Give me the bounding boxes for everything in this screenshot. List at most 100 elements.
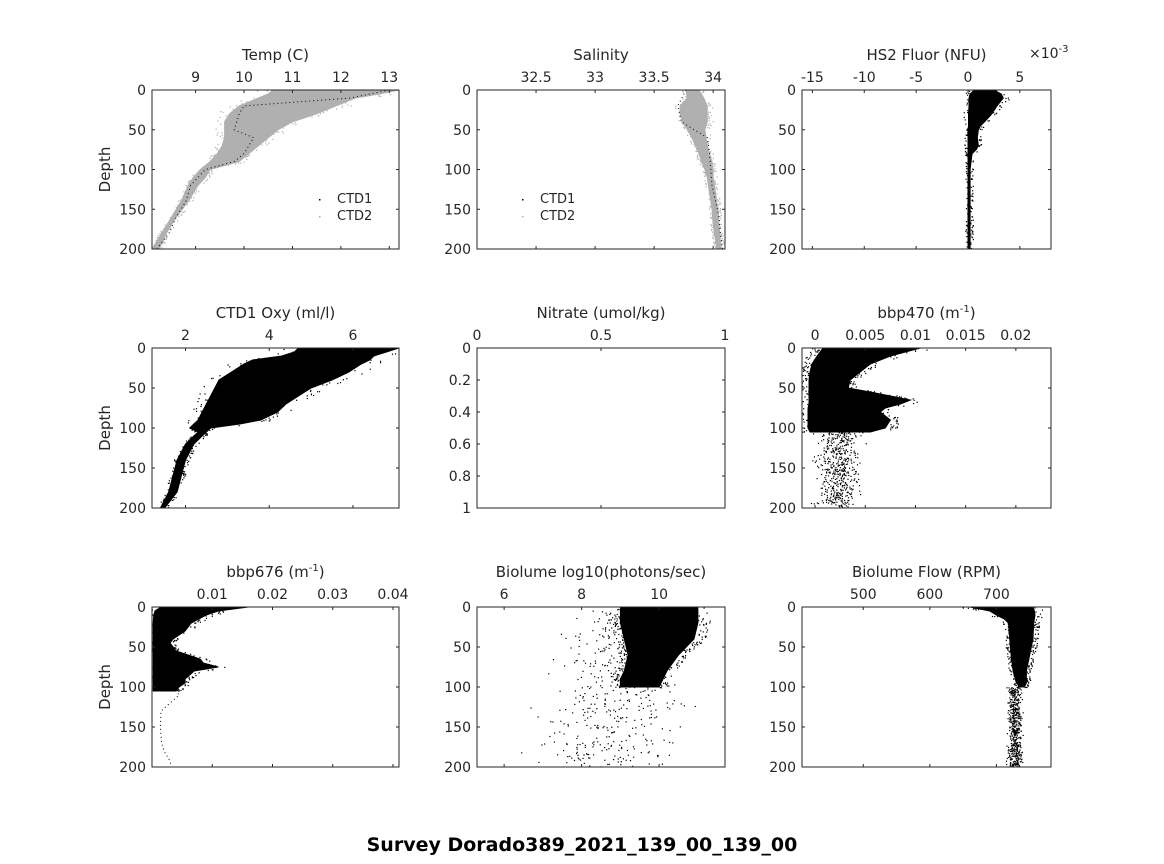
data-point — [641, 724, 643, 726]
data-point — [826, 501, 828, 503]
data-point — [965, 123, 967, 125]
data-point — [966, 155, 968, 157]
data-point — [809, 373, 811, 375]
data-point — [197, 621, 199, 623]
data-point — [676, 663, 678, 665]
data-point — [631, 671, 633, 674]
data-point — [1016, 699, 1018, 701]
data-point — [1016, 733, 1018, 735]
data-point — [1006, 644, 1008, 646]
data-point — [824, 462, 826, 464]
data-point — [1010, 694, 1012, 696]
data-point — [814, 461, 816, 463]
y-tick-label: 0 — [787, 341, 796, 357]
data-point — [700, 642, 702, 644]
data-point — [150, 621, 151, 622]
data-point — [890, 429, 892, 431]
data-point — [680, 104, 682, 106]
data-point — [897, 417, 899, 419]
data-point — [1016, 735, 1018, 737]
data-point — [610, 745, 612, 747]
data-point — [643, 620, 645, 622]
data-point — [586, 753, 588, 755]
data-point — [693, 144, 695, 146]
data-point — [1018, 723, 1020, 725]
x-tick-label: 0.03 — [317, 587, 348, 603]
data-point — [972, 169, 975, 171]
data-point — [631, 657, 633, 659]
data-point — [178, 689, 180, 691]
data-point — [1024, 686, 1026, 689]
data-point — [693, 642, 695, 644]
data-point — [717, 188, 719, 190]
data-point — [711, 217, 713, 219]
data-point — [273, 133, 275, 135]
data-point — [188, 455, 191, 457]
data-point — [1009, 759, 1011, 761]
data-point — [644, 631, 646, 633]
data-point — [712, 238, 714, 240]
data-point — [1022, 734, 1024, 736]
data-point — [559, 709, 561, 711]
data-point — [1018, 699, 1020, 701]
data-point — [890, 356, 892, 358]
data-point — [1010, 750, 1012, 753]
data-point — [180, 482, 182, 484]
data-point — [822, 502, 824, 504]
data-point — [967, 227, 970, 230]
data-point — [369, 368, 371, 370]
data-point — [827, 496, 829, 499]
data-point — [709, 620, 711, 622]
data-point — [683, 127, 685, 129]
data-point — [629, 626, 631, 628]
data-point — [1016, 689, 1018, 691]
data-point — [995, 90, 997, 92]
data-point — [713, 229, 715, 231]
chart-title: Temp (C) — [241, 46, 309, 64]
data-point — [1020, 719, 1022, 722]
x-tick-label: 10 — [235, 70, 253, 86]
data-point — [213, 427, 215, 429]
data-point — [671, 647, 673, 649]
data-point — [810, 351, 812, 354]
x-tick-label: 0.02 — [1000, 328, 1031, 344]
data-point — [850, 480, 852, 482]
data-point — [848, 432, 851, 434]
data-point — [804, 366, 806, 368]
data-point — [621, 658, 623, 660]
data-point — [685, 651, 687, 653]
data-point — [829, 432, 831, 434]
data-point — [630, 653, 632, 655]
data-point — [833, 437, 835, 439]
data-point — [622, 665, 624, 667]
data-point — [704, 172, 706, 174]
data-point — [605, 630, 607, 632]
data-point — [1032, 658, 1034, 661]
data-point — [599, 651, 602, 653]
data-point — [1009, 735, 1011, 737]
data-point — [829, 444, 831, 447]
data-point — [241, 103, 243, 105]
data-point — [189, 457, 191, 459]
data-point — [598, 618, 600, 620]
data-point — [967, 133, 969, 135]
data-point — [839, 434, 841, 436]
data-point — [153, 244, 155, 246]
data-point — [702, 619, 704, 621]
data-point — [836, 497, 838, 499]
data-point — [681, 661, 683, 663]
data-point — [152, 624, 154, 626]
data-point — [802, 389, 804, 391]
data-point — [1037, 626, 1039, 628]
data-point — [846, 438, 848, 441]
x-tick-label: -15 — [801, 70, 824, 86]
data-point — [1011, 765, 1013, 767]
data-point — [1013, 728, 1015, 731]
data-point — [843, 477, 845, 479]
data-point — [1027, 682, 1030, 684]
data-point — [851, 386, 853, 389]
data-point — [643, 637, 645, 639]
data-point — [1017, 725, 1019, 727]
data-point — [678, 665, 680, 667]
data-point — [887, 409, 889, 411]
